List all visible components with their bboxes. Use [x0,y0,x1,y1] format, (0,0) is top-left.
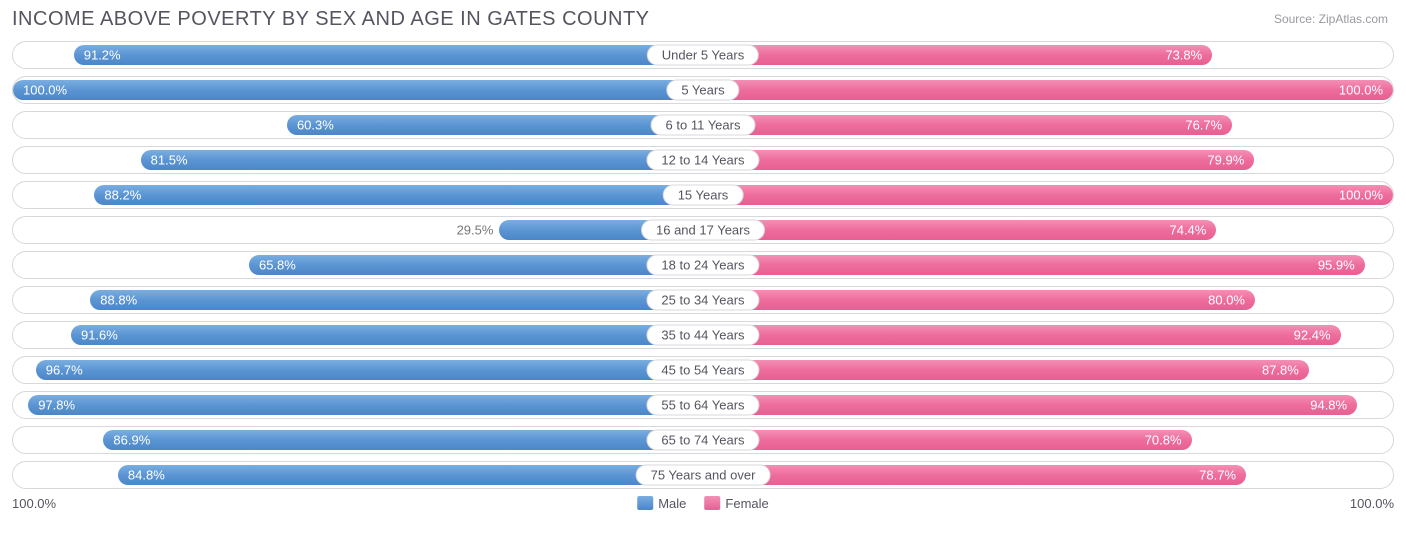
male-bar: 65.8% [249,255,703,275]
male-bar-label: 84.8% [128,468,165,483]
male-bar-label: 100.0% [23,83,67,98]
male-swatch [637,496,653,510]
female-bar: 70.8% [703,430,1192,450]
axis-label-right: 100.0% [1350,496,1394,511]
chart-row: 60.3% 76.7% 6 to 11 Years [12,111,1394,139]
male-bar: 84.8% [118,465,703,485]
category-label: 5 Years [666,80,739,101]
male-bar-label: 88.2% [104,188,141,203]
chart-row: 88.8% 80.0% 25 to 34 Years [12,286,1394,314]
male-bar-label: 29.5% [457,223,494,238]
legend: Male Female [637,496,769,511]
source-attribution: Source: ZipAtlas.com [1274,12,1388,26]
chart-row: 91.6% 92.4% 35 to 44 Years [12,321,1394,349]
female-bar: 87.8% [703,360,1309,380]
female-bar-label: 70.8% [1145,433,1182,448]
legend-male-label: Male [658,496,686,511]
male-bar: 97.8% [28,395,703,415]
category-label: 16 and 17 Years [641,220,765,241]
female-swatch [704,496,720,510]
category-label: 65 to 74 Years [646,430,759,451]
category-label: 55 to 64 Years [646,395,759,416]
male-bar: 91.2% [74,45,703,65]
female-bar-label: 92.4% [1294,328,1331,343]
female-bar-label: 78.7% [1199,468,1236,483]
axis-label-left: 100.0% [12,496,56,511]
female-bar-label: 74.4% [1169,223,1206,238]
male-bar-label: 81.5% [151,153,188,168]
male-bar-label: 65.8% [259,258,296,273]
female-bar: 74.4% [703,220,1216,240]
male-bar: 60.3% [287,115,703,135]
female-bar-label: 100.0% [1339,188,1383,203]
female-bar-label: 87.8% [1262,363,1299,378]
female-bar: 80.0% [703,290,1255,310]
chart-row: 96.7% 87.8% 45 to 54 Years [12,356,1394,384]
male-bar-label: 60.3% [297,118,334,133]
chart-row: 29.5% 74.4% 16 and 17 Years [12,216,1394,244]
female-bar: 100.0% [703,185,1393,205]
female-bar: 79.9% [703,150,1254,170]
category-label: 15 Years [663,185,744,206]
legend-male: Male [637,496,686,511]
female-bar: 78.7% [703,465,1246,485]
chart-row: 91.2% 73.8% Under 5 Years [12,41,1394,69]
chart-row: 97.8% 94.8% 55 to 64 Years [12,391,1394,419]
category-label: 25 to 34 Years [646,290,759,311]
male-bar: 91.6% [71,325,703,345]
male-bar-label: 91.2% [84,48,121,63]
chart-row: 84.8% 78.7% 75 Years and over [12,461,1394,489]
female-bar-label: 100.0% [1339,83,1383,98]
diverging-bar-chart: 91.2% 73.8% Under 5 Years 100.0% 100.0% 5 Yea… [12,41,1394,489]
female-bar-label: 95.9% [1318,258,1355,273]
male-bar: 86.9% [103,430,703,450]
chart-row: 65.8% 95.9% 18 to 24 Years [12,251,1394,279]
category-label: 6 to 11 Years [651,115,756,136]
female-bar-label: 80.0% [1208,293,1245,308]
category-label: 45 to 54 Years [646,360,759,381]
female-bar: 76.7% [703,115,1232,135]
female-bar-label: 79.9% [1207,153,1244,168]
female-bar-label: 76.7% [1185,118,1222,133]
female-bar: 100.0% [703,80,1393,100]
category-label: 12 to 14 Years [646,150,759,171]
female-bar-label: 94.8% [1310,398,1347,413]
male-bar: 100.0% [13,80,703,100]
category-label: 35 to 44 Years [646,325,759,346]
category-label: 75 Years and over [636,465,771,486]
female-bar-label: 73.8% [1165,48,1202,63]
male-bar: 88.2% [94,185,703,205]
legend-female-label: Female [725,496,768,511]
category-label: Under 5 Years [647,45,759,66]
male-bar: 96.7% [36,360,703,380]
chart-footer: 100.0% Male Female 100.0% [12,496,1394,518]
chart-row: 86.9% 70.8% 65 to 74 Years [12,426,1394,454]
female-bar: 95.9% [703,255,1365,275]
chart-title: INCOME ABOVE POVERTY BY SEX AND AGE IN G… [12,8,1394,31]
male-bar-label: 96.7% [46,363,83,378]
chart-row: 100.0% 100.0% 5 Years [12,76,1394,104]
chart-row: 81.5% 79.9% 12 to 14 Years [12,146,1394,174]
male-bar-label: 91.6% [81,328,118,343]
male-bar-label: 86.9% [113,433,150,448]
male-bar-label: 97.8% [38,398,75,413]
female-bar: 92.4% [703,325,1341,345]
male-bar-label: 88.8% [100,293,137,308]
male-bar: 88.8% [90,290,703,310]
category-label: 18 to 24 Years [646,255,759,276]
female-bar: 94.8% [703,395,1357,415]
chart-row: 88.2% 100.0% 15 Years [12,181,1394,209]
female-bar: 73.8% [703,45,1212,65]
male-bar: 81.5% [141,150,703,170]
legend-female: Female [704,496,768,511]
